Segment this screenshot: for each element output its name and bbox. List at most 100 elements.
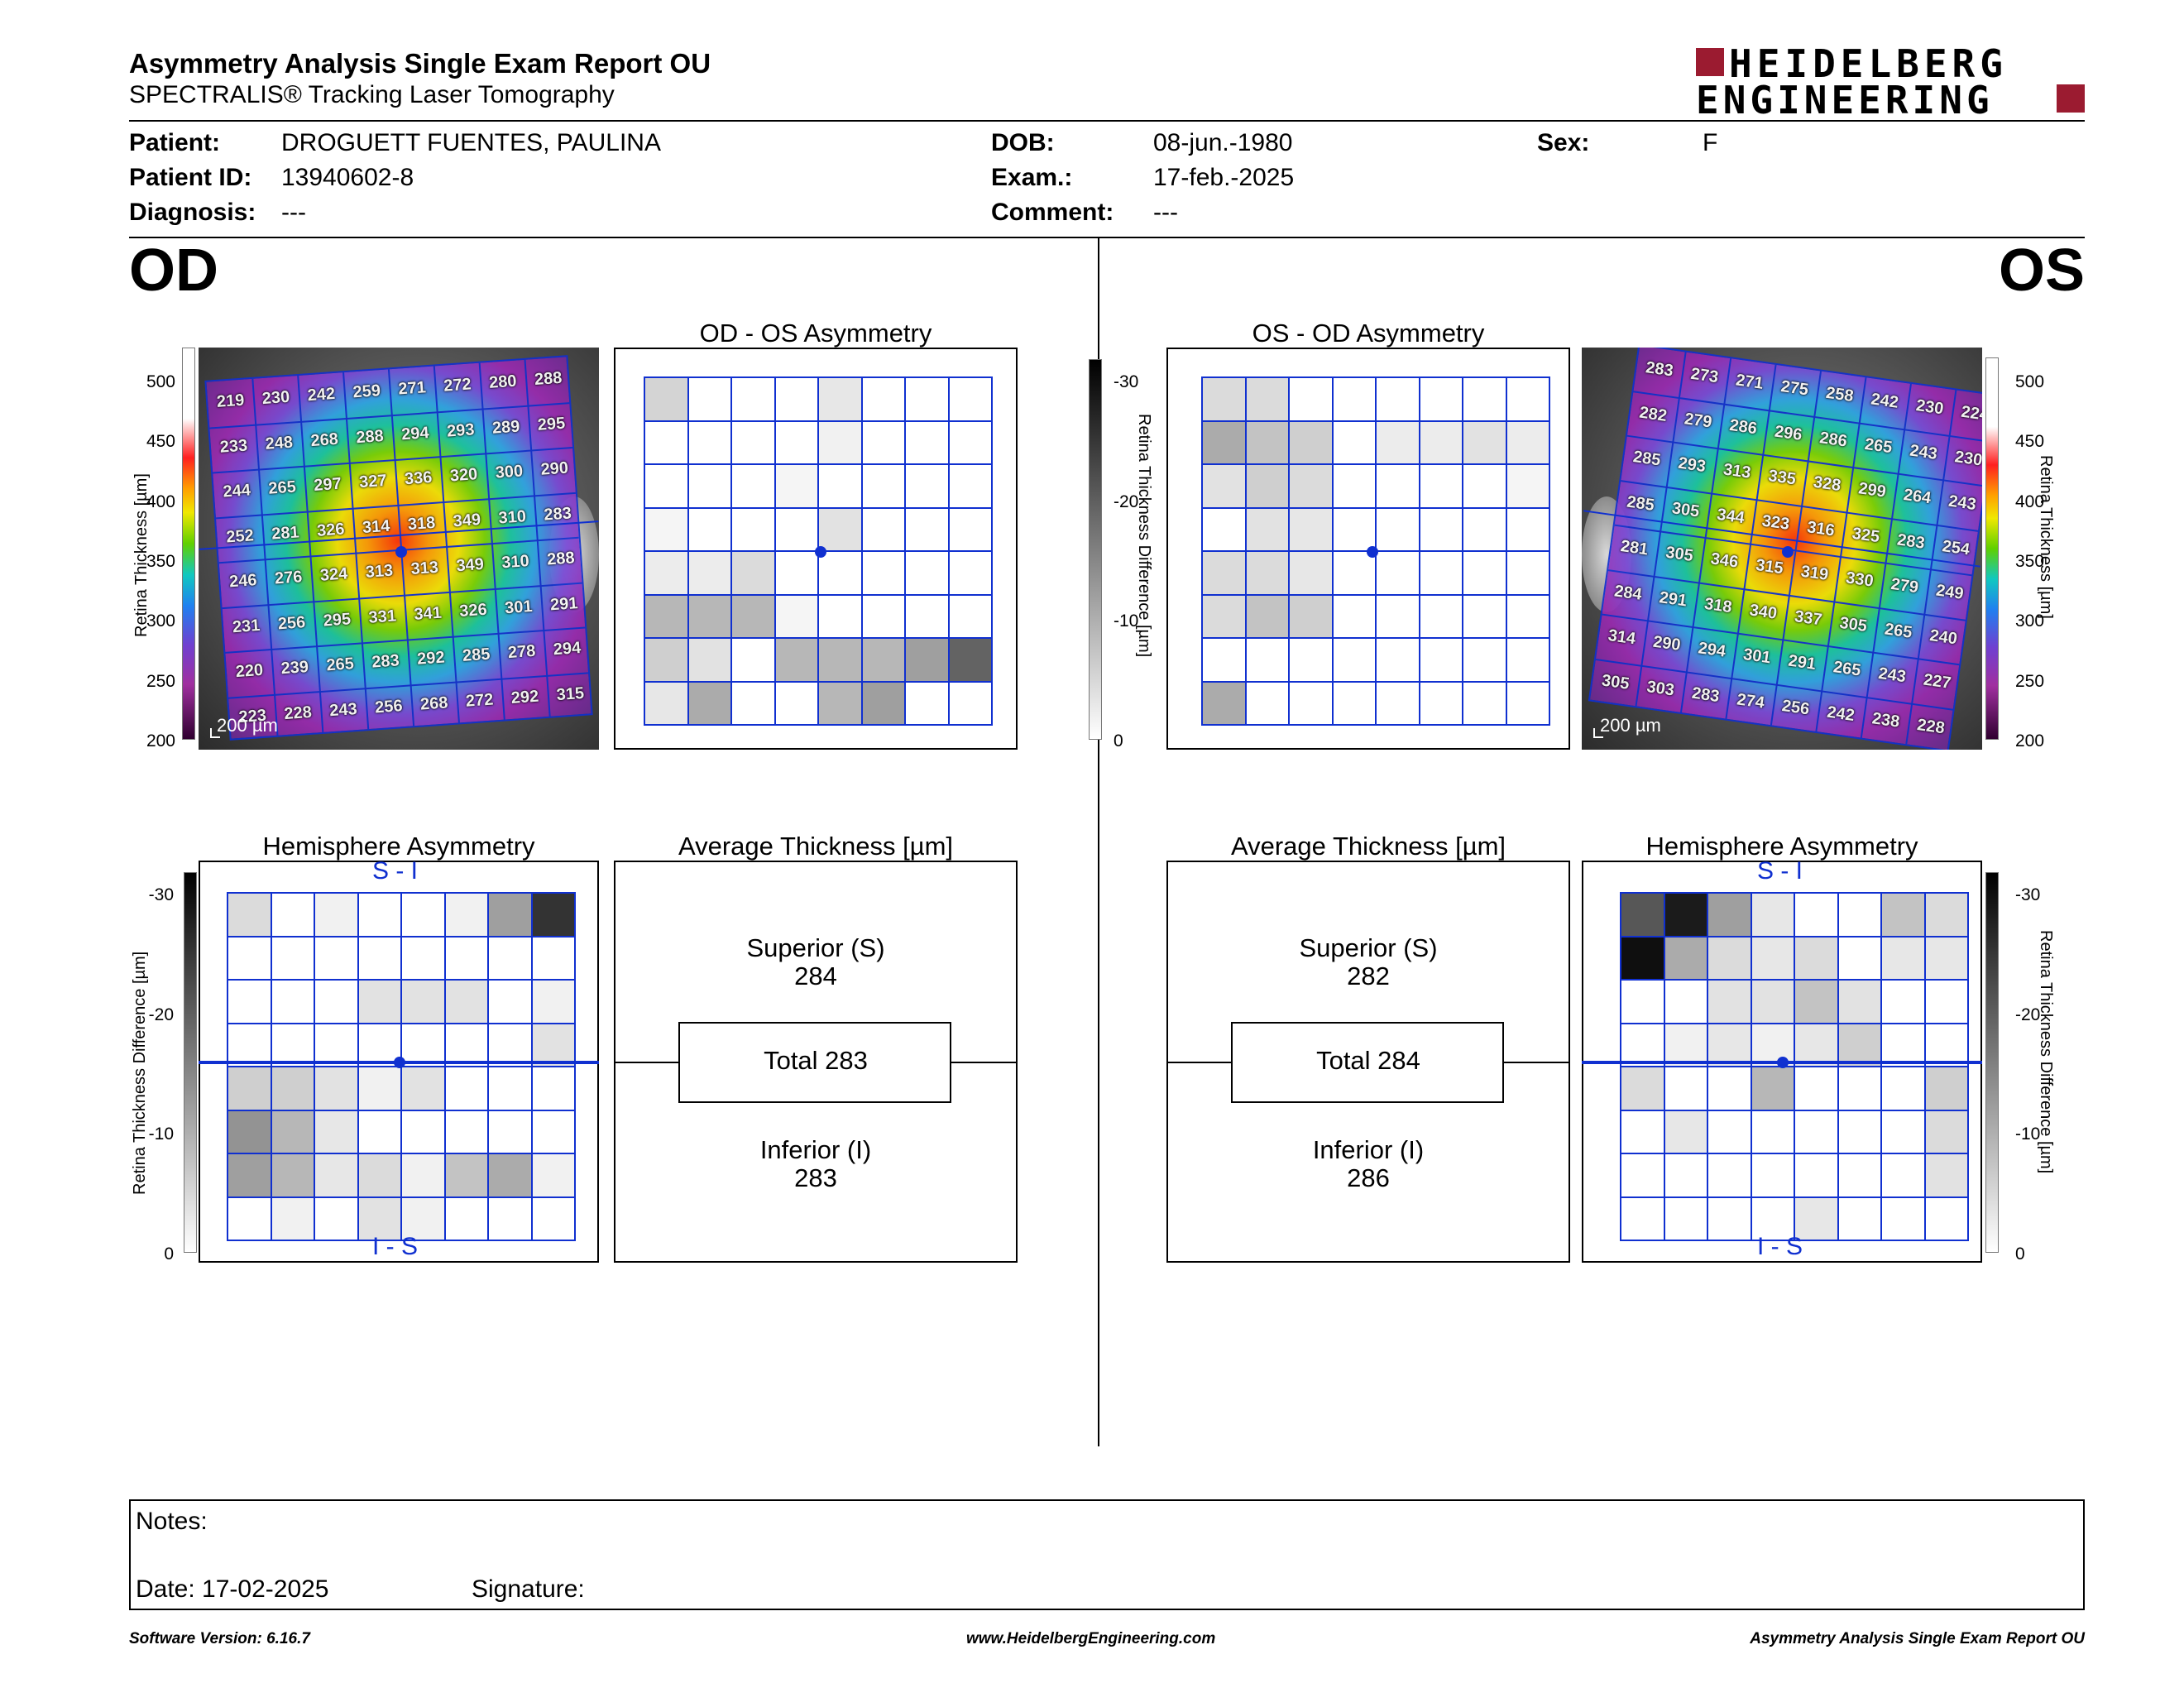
- axis-tick-label: 0: [164, 1244, 174, 1264]
- thickness-value: 313: [410, 558, 439, 579]
- exam-label: Exam.:: [991, 164, 1073, 191]
- exam-value: 17-feb.-2025: [1153, 164, 1295, 191]
- os-asym-cell: [1288, 420, 1334, 465]
- od-fundus-image: 219 230 242 259 271 272 280 288 233 248 268 288 294 2…: [199, 348, 599, 750]
- os-hemi-cell: [1794, 1109, 1839, 1154]
- thickness-value: 249: [1934, 581, 1965, 604]
- od-asym-cell: [860, 420, 906, 465]
- thickness-value: 316: [1805, 517, 1837, 540]
- os-asym-cell: [1462, 376, 1507, 422]
- thickness-value: 264: [1902, 485, 1933, 508]
- od-hemi-cell: [270, 1196, 315, 1241]
- thickness-value: 271: [1734, 371, 1765, 393]
- od-hemi-bottom-label: I - S: [372, 1233, 419, 1260]
- os-hemi-cell: [1880, 1196, 1926, 1241]
- thickness-value: 268: [309, 429, 339, 450]
- center-divider: [1098, 238, 1099, 1446]
- axis-tick-label: 300: [146, 611, 175, 631]
- thickness-value: 325: [1851, 524, 1881, 546]
- logo-line1: HEIDELBERG: [1729, 41, 2008, 86]
- os-hemi-cell: [1663, 1109, 1708, 1154]
- od-asym-cell: [687, 506, 732, 552]
- os-hemi-cell: [1663, 1153, 1708, 1198]
- thickness-value: 303: [1645, 677, 1676, 700]
- od-asym-cell: [644, 550, 689, 596]
- od-hemi-cell: [314, 892, 359, 938]
- map-gridline: [478, 362, 505, 720]
- od-asym-cell: [817, 637, 863, 683]
- os-asym-cell: [1201, 376, 1247, 422]
- od-hemi-cell: [487, 935, 533, 981]
- thickness-value: 318: [1703, 594, 1733, 616]
- os-scale-bar: 200 µm: [1600, 715, 1661, 736]
- thickness-value: 231: [232, 616, 261, 636]
- od-hemi-cell: [314, 1153, 359, 1198]
- thickness-value: 288: [546, 549, 576, 569]
- os-hemi-cell: [1707, 1066, 1752, 1111]
- od-asym-cell: [774, 506, 819, 552]
- od-asym-cell: [774, 550, 819, 596]
- od-asym-cell: [644, 680, 689, 726]
- thickness-value: 240: [1928, 626, 1959, 648]
- thickness-value: 323: [1760, 511, 1791, 534]
- od-hemi-cell: [400, 892, 446, 938]
- od-asym-cell: [860, 680, 906, 726]
- od-asym-cell: [687, 463, 732, 509]
- thickness-value: 299: [1857, 479, 1888, 501]
- os-hemi-cell: [1750, 1109, 1795, 1154]
- thickness-value: 290: [1651, 632, 1682, 655]
- thickness-value: 305: [1600, 670, 1631, 693]
- od-label: OD: [129, 237, 218, 304]
- os-asym-cell: [1288, 637, 1334, 683]
- thickness-value: 285: [1626, 492, 1656, 515]
- od-hemi-cell: [400, 1196, 446, 1241]
- os-inferior-label: Inferior (I): [1312, 1135, 1425, 1164]
- os-asym-cell: [1331, 506, 1377, 552]
- thickness-value: 286: [1728, 415, 1759, 438]
- os-hemi-cell: [1707, 1196, 1752, 1241]
- thickness-value: 290: [539, 458, 569, 479]
- od-hemi-cell: [443, 1153, 489, 1198]
- os-asym-cell: [1375, 506, 1420, 552]
- od-asym-cell: [817, 463, 863, 509]
- software-version: Software Version: 6.16.7: [129, 1630, 310, 1647]
- thickness-value: 279: [1683, 409, 1713, 432]
- od-asym-cell: [687, 593, 732, 639]
- thickness-value: 265: [325, 655, 355, 675]
- thickness-value: 265: [1832, 658, 1862, 680]
- website-link[interactable]: www.HeidelbergEngineering.com: [966, 1630, 1216, 1647]
- axis-tick-label: 350: [2015, 552, 2045, 571]
- od-asym-cell: [817, 420, 863, 465]
- os-hemi-cell: [1923, 892, 1969, 938]
- os-avg-title: Average Thickness [µm]: [1230, 832, 1506, 861]
- map-gridline: [524, 359, 551, 717]
- thickness-value: 271: [397, 378, 427, 399]
- os-asym-cell: [1288, 550, 1334, 596]
- os-hemi-cell: [1750, 979, 1795, 1024]
- axis-tick-label: 500: [2015, 372, 2045, 391]
- os-asym-cell: [1462, 506, 1507, 552]
- thickness-value: 276: [274, 568, 304, 588]
- os-hemi-cell: [1707, 1109, 1752, 1154]
- thickness-value: 337: [1793, 607, 1823, 630]
- od-hemi-cell: [227, 1066, 272, 1111]
- os-asym-cell: [1418, 550, 1463, 596]
- diagnosis-value: ---: [281, 199, 306, 226]
- diagnosis-label: Diagnosis:: [129, 199, 256, 226]
- od-hemi-cell: [227, 979, 272, 1024]
- od-hemi-top-label: S - I: [372, 857, 419, 885]
- os-asym-cell: [1288, 463, 1334, 509]
- axis-tick-label: 0: [2015, 1244, 2025, 1264]
- os-asym-cell: [1201, 593, 1247, 639]
- thickness-value: 324: [319, 564, 348, 585]
- od-asym-cell: [904, 506, 950, 552]
- thickness-value: 293: [446, 420, 476, 441]
- od-asym-cell: [774, 680, 819, 726]
- od-asym-cell: [947, 637, 993, 683]
- os-asym-cell: [1375, 637, 1420, 683]
- os-hemi-cell: [1794, 892, 1839, 938]
- os-asym-cell: [1505, 593, 1550, 639]
- os-asym-cell: [1505, 550, 1550, 596]
- thickness-value: 272: [465, 690, 494, 711]
- od-asym-cell: [860, 637, 906, 683]
